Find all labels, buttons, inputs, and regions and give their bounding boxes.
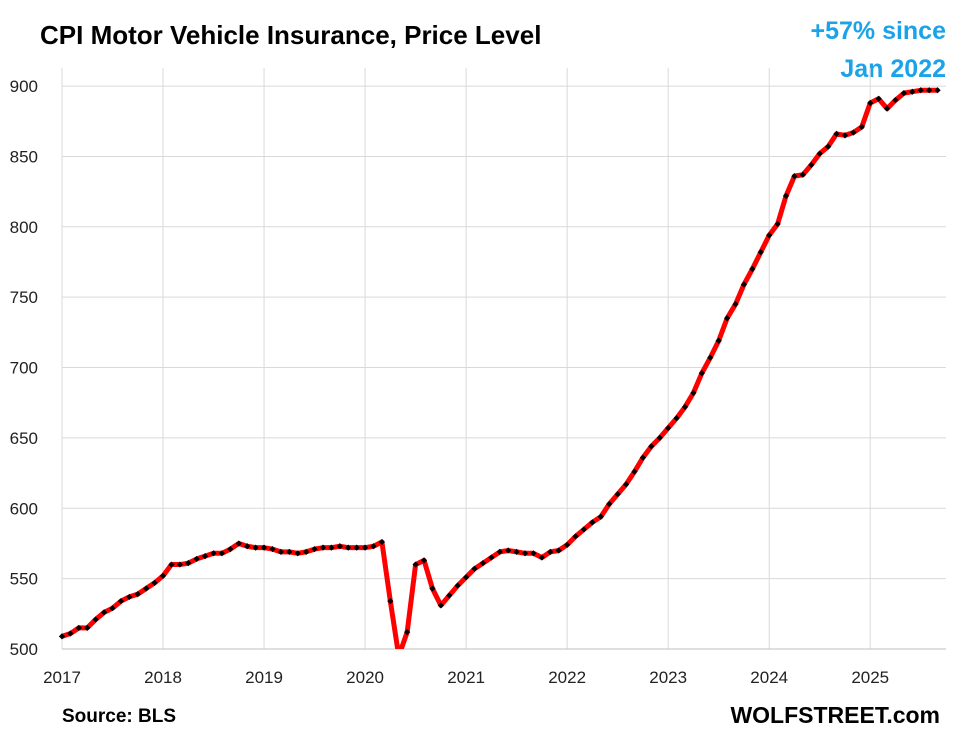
annotation-line-1: +57% since <box>810 17 946 45</box>
data-point <box>631 468 638 475</box>
data-point <box>505 547 512 554</box>
x-tick-label: 2022 <box>548 668 586 687</box>
y-tick-label: 850 <box>10 147 38 166</box>
y-tick-label: 650 <box>10 429 38 448</box>
y-tick-label: 750 <box>10 288 38 307</box>
data-point <box>429 585 436 592</box>
data-point <box>513 548 520 556</box>
y-tick-label: 550 <box>10 570 38 589</box>
x-tick-label: 2019 <box>245 668 283 687</box>
data-point <box>715 337 722 344</box>
y-tick-label: 500 <box>10 640 38 659</box>
y-tick-label: 900 <box>10 77 38 96</box>
data-point <box>294 550 301 557</box>
data-point <box>454 582 461 589</box>
data-point <box>269 545 276 553</box>
data-point <box>589 519 596 526</box>
data-point <box>564 541 571 548</box>
gridlines <box>61 68 946 650</box>
data-point <box>185 560 192 567</box>
data-point <box>336 543 343 550</box>
series-line <box>61 87 938 649</box>
data-point <box>286 548 293 556</box>
data-point <box>547 548 554 556</box>
data-point <box>361 544 369 551</box>
data-point <box>538 554 545 561</box>
x-tick-label: 2020 <box>346 668 384 687</box>
data-point <box>656 434 663 442</box>
y-tick-label: 600 <box>10 499 38 518</box>
data-point <box>210 550 217 557</box>
data-point <box>934 87 941 94</box>
data-point <box>437 602 444 609</box>
data-point <box>311 545 318 553</box>
data-point <box>665 424 672 432</box>
chart-title: CPI Motor Vehicle Insurance, Price Level <box>40 20 541 50</box>
y-axis-ticks: 500 550 600 650 700 750 800 850 900 <box>10 77 38 659</box>
series-group <box>58 87 941 659</box>
data-point <box>412 561 419 568</box>
x-tick-label: 2018 <box>144 668 182 687</box>
x-tick-label: 2025 <box>851 668 889 687</box>
x-tick-label: 2024 <box>750 668 788 687</box>
x-tick-label: 2021 <box>447 668 485 687</box>
plot-area <box>58 87 941 659</box>
data-point <box>396 653 402 659</box>
data-point <box>572 533 579 540</box>
source-label: Source: BLS <box>62 706 176 727</box>
data-point <box>370 543 377 550</box>
data-point <box>597 513 604 520</box>
x-tick-label: 2017 <box>43 668 81 687</box>
data-point <box>479 560 487 567</box>
data-point <box>521 550 529 557</box>
data-point <box>244 543 251 550</box>
data-point <box>319 544 327 551</box>
y-tick-label: 700 <box>10 359 38 378</box>
data-point <box>151 579 158 586</box>
site-label: WOLFSTREET.com <box>730 702 940 728</box>
x-tick-label: 2023 <box>649 668 687 687</box>
x-axis-ticks: 2017 2018 2019 2020 2021 2022 2023 2024 2025 <box>43 668 889 687</box>
data-point <box>100 609 108 616</box>
data-point <box>690 389 697 396</box>
data-point <box>345 544 352 551</box>
data-point <box>488 554 495 561</box>
y-tick-label: 800 <box>10 218 38 237</box>
data-point <box>732 301 739 308</box>
data-point <box>387 598 394 605</box>
data-point <box>555 547 562 554</box>
data-point <box>580 526 588 533</box>
annotation-line-2: Jan 2022 <box>840 55 946 83</box>
data-point <box>749 265 756 273</box>
data-point <box>530 550 537 557</box>
